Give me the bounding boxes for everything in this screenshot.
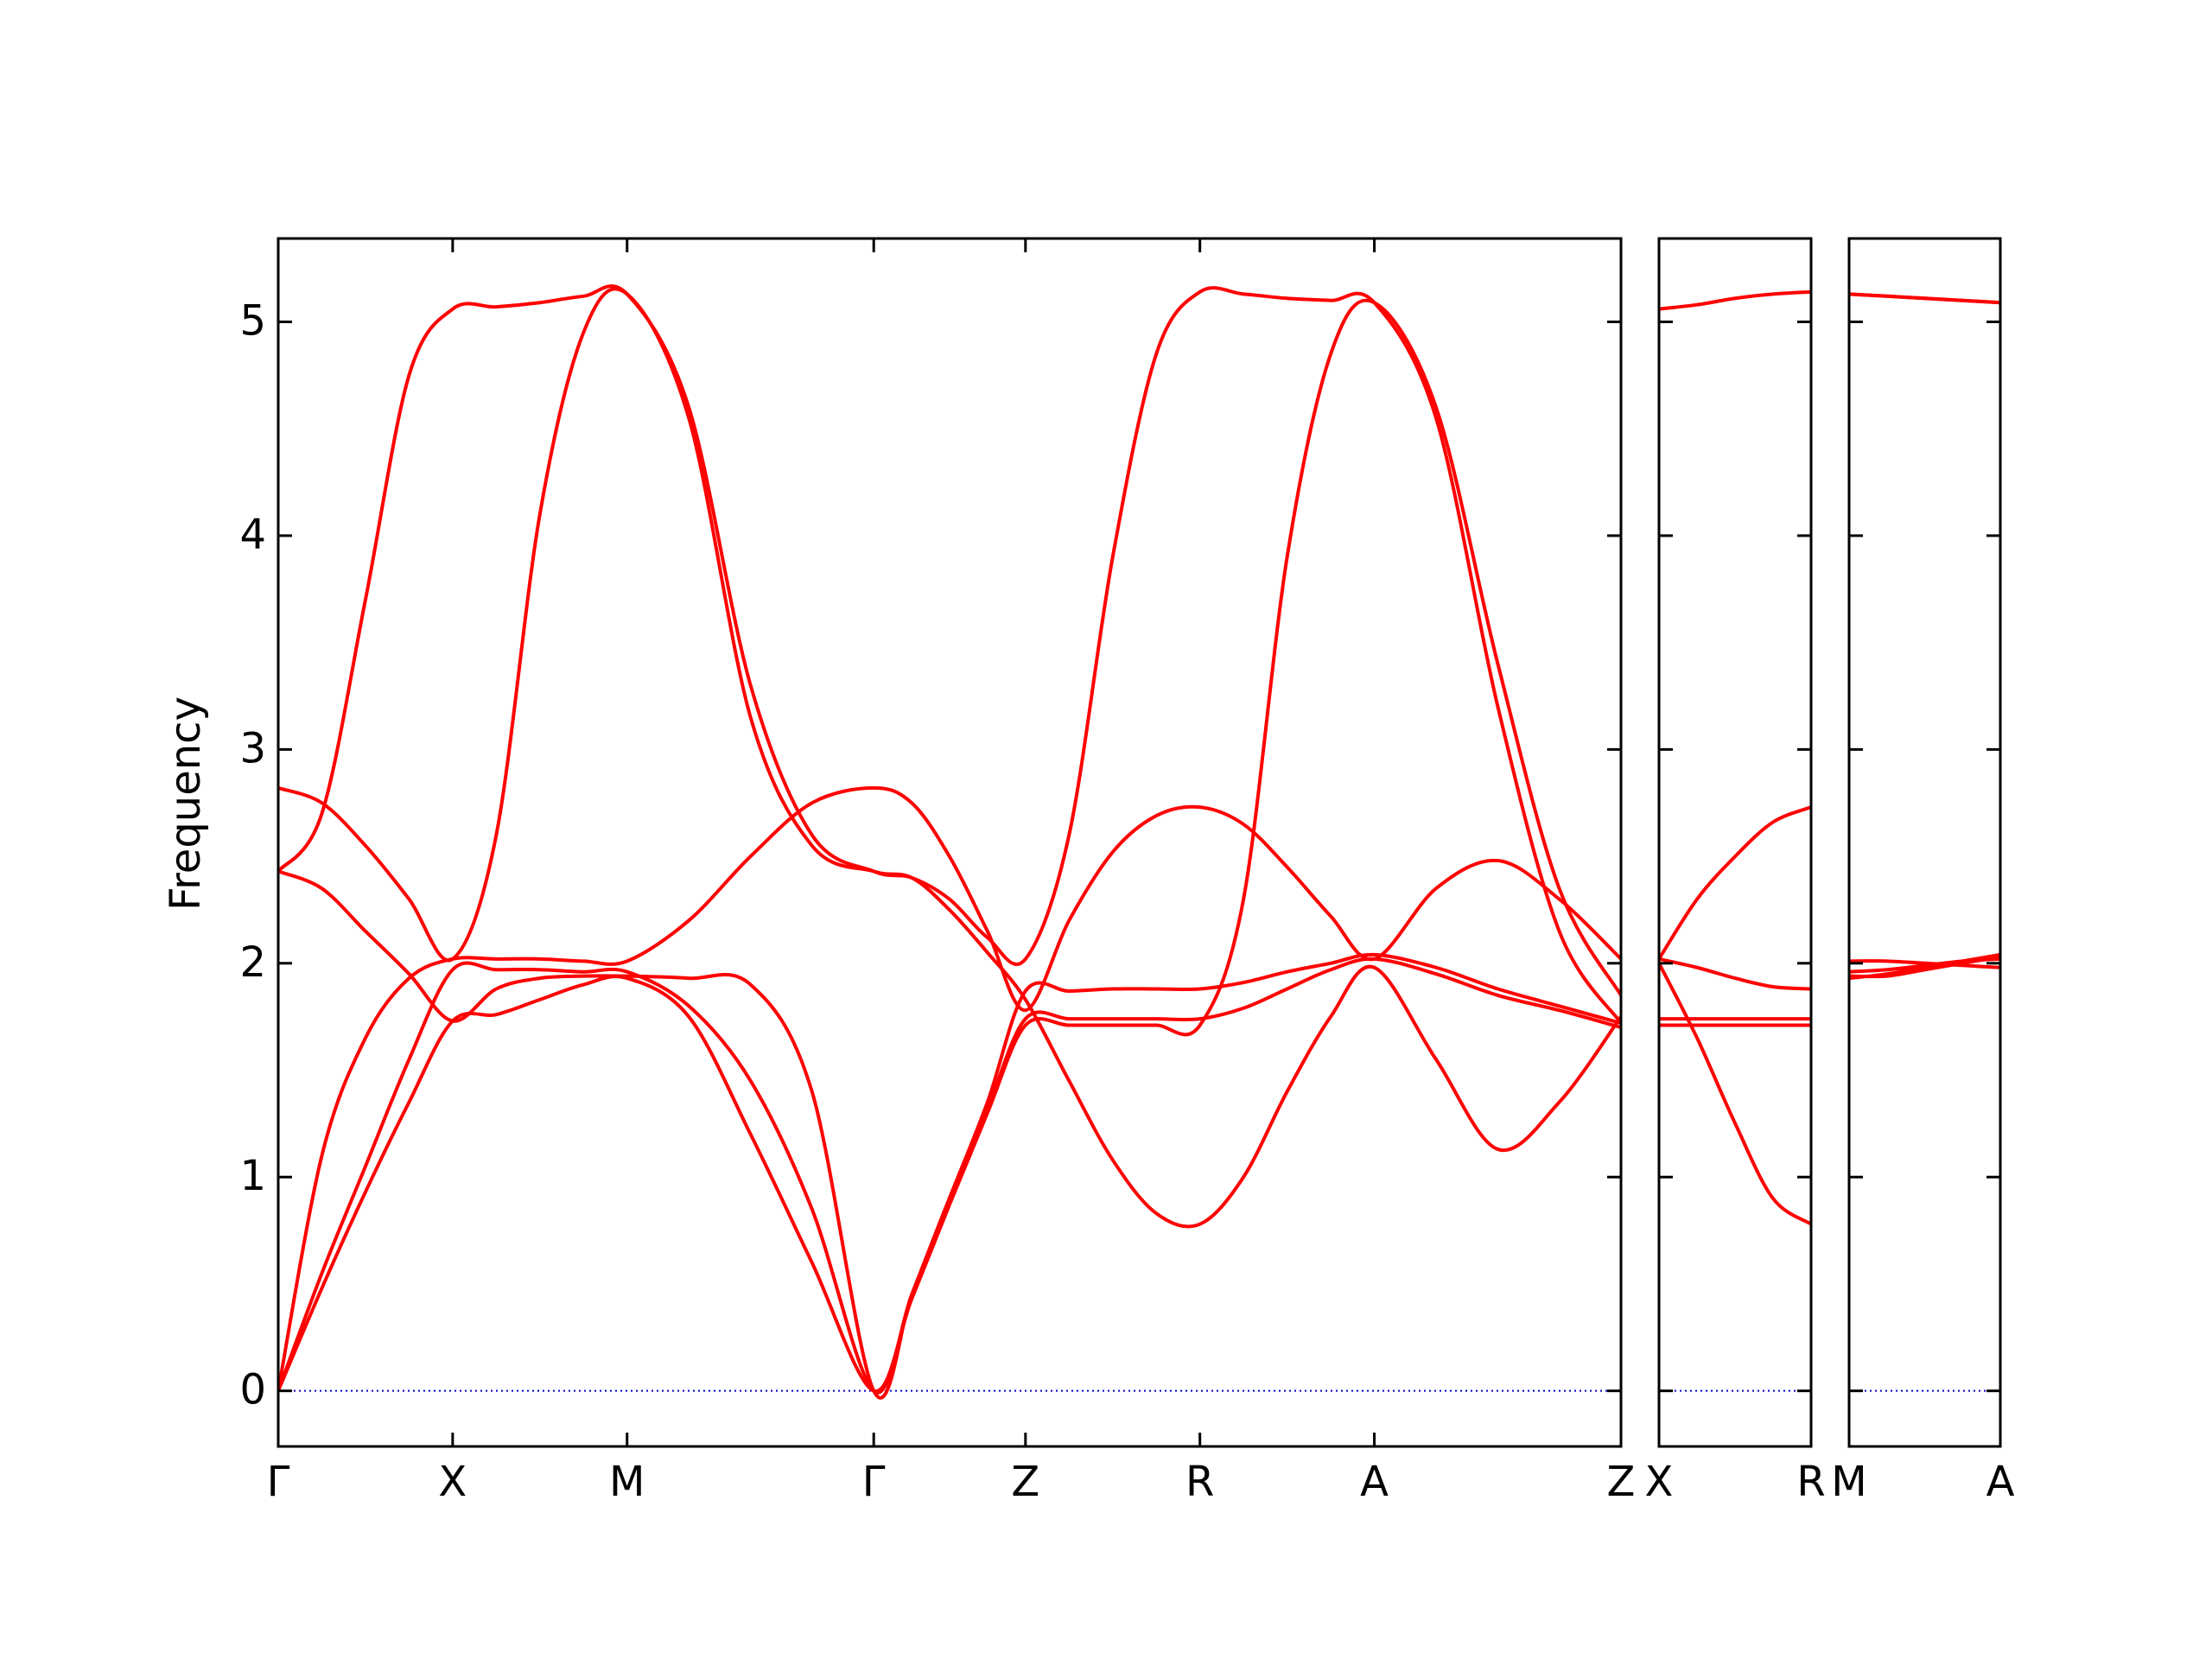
x-tick-label: R: [1185, 1458, 1214, 1506]
y-tick-label: 5: [239, 296, 266, 345]
band-line: [1659, 289, 1811, 311]
band-line: [1659, 805, 1811, 960]
y-tick-label: 1: [239, 1152, 266, 1200]
band-line: [1659, 957, 1811, 991]
y-tick-label: 0: [239, 1366, 266, 1414]
band-line: [278, 869, 1621, 1400]
plot-frame: [1657, 237, 1813, 1448]
y-axis-label: Frequency: [162, 696, 210, 911]
y-tick-label: 2: [239, 938, 266, 987]
plot-frame: [1847, 237, 2002, 1448]
band-line: [1849, 955, 2000, 979]
x-tick-label: Γ: [862, 1458, 886, 1506]
band-line: [278, 298, 1621, 1393]
x-tick-label: R: [1796, 1458, 1825, 1506]
x-tick-label: A: [1986, 1458, 2015, 1506]
x-tick-label: M: [609, 1458, 645, 1506]
y-tick-label: 4: [239, 511, 266, 559]
band-line: [278, 957, 1621, 1395]
x-tick-label: X: [1645, 1458, 1674, 1506]
x-tick-label: Z: [1011, 1458, 1039, 1506]
x-tick-label: Γ: [267, 1458, 290, 1506]
band-line: [278, 287, 1621, 1229]
band-line: [1849, 959, 2000, 969]
band-line: [278, 284, 1621, 1025]
x-tick-label: X: [438, 1458, 467, 1506]
x-tick-label: A: [1360, 1458, 1389, 1506]
band-line: [1849, 292, 2000, 305]
x-tick-label: M: [1831, 1458, 1866, 1506]
band-line: [1659, 962, 1811, 1226]
band-line: [278, 785, 1621, 1392]
y-tick-label: 3: [239, 724, 266, 772]
x-tick-label: Z: [1607, 1458, 1636, 1506]
plot-frame: [276, 237, 1623, 1448]
